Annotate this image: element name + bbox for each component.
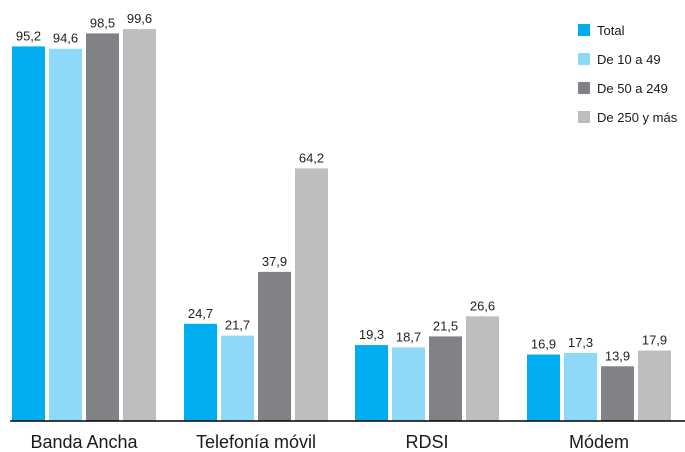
- value-labels-group: 95,2 94,6 98,5 99,6 24,7 21,7 37,9 64,2 19,3 18,7…: [16, 11, 667, 363]
- value-label-rdsi-de-50-a-249: 21,5: [433, 318, 458, 333]
- category-labels-group: Banda Ancha Telefonía móvil RDSI Módem: [30, 432, 629, 452]
- bar-rdsi-de-10-a-49: [392, 347, 425, 421]
- bar-banda-ancha-de-10-a-49: [49, 48, 82, 422]
- bar-telefonia-movil-total: [184, 323, 217, 421]
- value-label-telefonia-movil-de-10-a-49: 21,7: [225, 318, 250, 333]
- value-label-banda-ancha-de-10-a-49: 94,6: [53, 31, 78, 46]
- legend-swatch-de-50-a-249: [578, 82, 590, 94]
- legend-label-de-50-a-249: De 50 a 249: [597, 81, 668, 96]
- bar-modem-total: [527, 354, 560, 421]
- bar-modem-de-10-a-49: [564, 352, 597, 421]
- bars-group: [12, 29, 671, 422]
- legend-swatch-total: [578, 24, 590, 36]
- value-label-banda-ancha-de-250-y-mas: 99,6: [127, 11, 152, 26]
- bar-banda-ancha-total: [12, 46, 45, 421]
- bar-rdsi-total: [355, 345, 388, 421]
- value-label-modem-de-50-a-249: 13,9: [605, 348, 630, 363]
- bar-rdsi-de-50-a-249: [429, 336, 462, 421]
- category-label-rdsi: RDSI: [405, 432, 448, 452]
- legend-swatch-de-250-y-mas: [578, 111, 590, 123]
- category-label-modem: Módem: [569, 432, 629, 452]
- legend: Total De 10 a 49 De 50 a 249 De 250 y más: [578, 23, 678, 125]
- value-label-modem-de-250-y-mas: 17,9: [642, 333, 667, 348]
- bar-banda-ancha-de-50-a-249: [86, 33, 119, 422]
- value-label-rdsi-de-250-y-mas: 26,6: [470, 298, 495, 313]
- legend-label-de-250-y-mas: De 250 y más: [597, 110, 678, 125]
- value-label-telefonia-movil-total: 24,7: [188, 306, 213, 321]
- value-label-modem-de-10-a-49: 17,3: [568, 335, 593, 350]
- value-label-modem-total: 16,9: [531, 336, 556, 351]
- bar-telefonia-movil-de-50-a-249: [258, 271, 291, 421]
- category-label-banda-ancha: Banda Ancha: [30, 432, 138, 452]
- value-label-rdsi-total: 19,3: [359, 327, 384, 342]
- value-label-banda-ancha-total: 95,2: [16, 28, 41, 43]
- legend-label-de-10-a-49: De 10 a 49: [597, 52, 661, 67]
- category-label-telefonia-movil: Telefonía móvil: [196, 432, 316, 452]
- bar-telefonia-movil-de-10-a-49: [221, 335, 254, 421]
- value-label-telefonia-movil-de-250-y-mas: 64,2: [299, 150, 324, 165]
- bar-modem-de-50-a-249: [601, 366, 634, 421]
- bar-modem-de-250-y-mas: [638, 350, 671, 421]
- value-label-telefonia-movil-de-50-a-249: 37,9: [262, 254, 287, 269]
- legend-swatch-de-10-a-49: [578, 53, 590, 65]
- bar-rdsi-de-250-y-mas: [466, 316, 499, 421]
- bar-telefonia-movil-de-250-y-mas: [295, 168, 328, 421]
- value-label-rdsi-de-10-a-49: 18,7: [396, 329, 421, 344]
- value-label-banda-ancha-de-50-a-249: 98,5: [90, 15, 115, 30]
- bar-banda-ancha-de-250-y-mas: [123, 29, 156, 421]
- legend-label-total: Total: [597, 23, 625, 38]
